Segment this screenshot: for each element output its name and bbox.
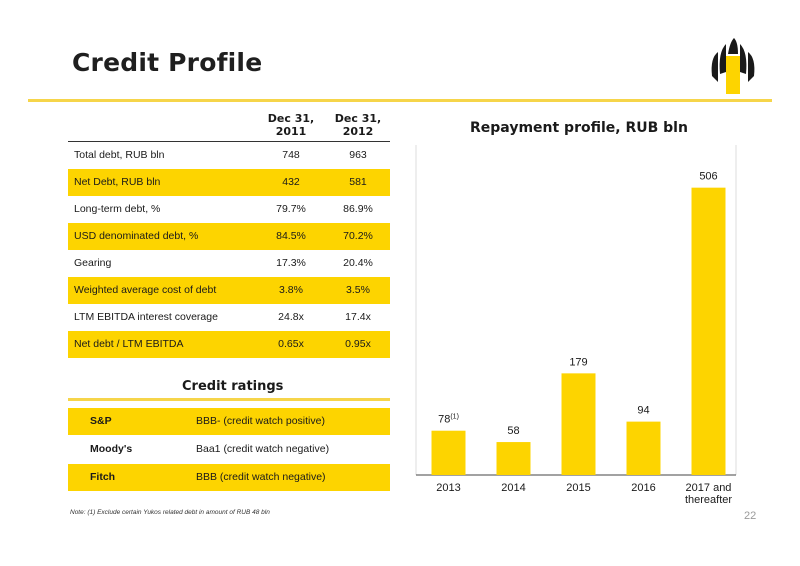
- chart-title: Repayment profile, RUB bln: [470, 120, 688, 136]
- ratings-divider: [68, 398, 390, 401]
- data-label: 94: [637, 405, 649, 417]
- x-tick-label: 2014: [501, 482, 525, 494]
- value-2011: 24.8x: [278, 311, 304, 323]
- row-label: Net Debt, RUB bln: [74, 176, 161, 188]
- table-row: Gearing 17.3% 20.4%: [68, 250, 390, 277]
- ratings-title: Credit ratings: [182, 379, 284, 394]
- x-tick-line: 2016: [631, 482, 655, 494]
- table-row: Total debt, RUB bln 748 963: [68, 142, 390, 169]
- value-2012: 20.4%: [343, 257, 373, 269]
- x-tick-label: 2016: [631, 482, 655, 494]
- value-2012: 17.4x: [345, 311, 371, 323]
- row-label: USD denominated debt, %: [74, 230, 199, 242]
- value-2011: 17.3%: [276, 257, 306, 269]
- rating-value: BBB (credit watch negative): [196, 471, 326, 483]
- company-logo: [711, 38, 755, 94]
- table-row: Weighted average cost of debt 3.8% 3.5%: [68, 277, 390, 304]
- page-title: Credit Profile: [72, 48, 263, 77]
- table-row: Net debt / LTM EBITDA 0.65x 0.95x: [68, 331, 390, 358]
- value-2012: 3.5%: [346, 284, 370, 296]
- row-label: LTM EBITDA interest coverage: [74, 311, 218, 323]
- rating-value: BBB- (credit watch positive): [196, 415, 325, 427]
- value-2011: 3.8%: [279, 284, 303, 296]
- x-tick-line: thereafter: [685, 494, 732, 506]
- data-label: 179: [569, 356, 587, 368]
- page-number: 22: [744, 510, 757, 522]
- x-tick-line: 2013: [436, 482, 460, 494]
- data-label: 58: [507, 425, 519, 437]
- bar-2015: [561, 373, 596, 475]
- agency-name: S&P: [90, 415, 112, 427]
- x-tick-label: 2015: [566, 482, 590, 494]
- rating-row: Moody's Baa1 (credit watch negative): [68, 436, 390, 463]
- row-label: Total debt, RUB bln: [74, 149, 165, 161]
- table-row: LTM EBITDA interest coverage 24.8x 17.4x: [68, 304, 390, 331]
- table-row: Long-term debt, % 79.7% 86.9%: [68, 196, 390, 223]
- row-label: Long-term debt, %: [74, 203, 161, 215]
- x-tick-label: 2013: [436, 482, 460, 494]
- footnote: Note: (1) Exclude certain Yukos related …: [70, 509, 270, 516]
- table-header-divider: [68, 141, 390, 142]
- value-2012: 86.9%: [343, 203, 373, 215]
- rating-row: S&P BBB- (credit watch positive): [68, 408, 390, 435]
- value-2011: 79.7%: [276, 203, 306, 215]
- x-tick-label: 2017 and thereafter: [685, 482, 732, 506]
- value-2011: 432: [282, 176, 300, 188]
- row-label: Gearing: [74, 257, 112, 269]
- rating-value: Baa1 (credit watch negative): [196, 443, 330, 455]
- agency-name: Moody's: [90, 443, 133, 455]
- value-2012: 70.2%: [343, 230, 373, 242]
- bar-2017 and: [691, 187, 726, 475]
- x-tick-line: 2014: [501, 482, 525, 494]
- row-label: Weighted average cost of debt: [74, 284, 217, 296]
- column-header-2012: Dec 31, 2012: [334, 112, 382, 138]
- value-2011: 748: [282, 149, 300, 161]
- value-2012: 0.95x: [345, 338, 371, 350]
- value-2011: 84.5%: [276, 230, 306, 242]
- value-2012: 581: [349, 176, 367, 188]
- bar-2013: [431, 430, 466, 475]
- table-row: Net Debt, RUB bln 432 581: [68, 169, 390, 196]
- rating-row: Fitch BBB (credit watch negative): [68, 464, 390, 491]
- column-header-2011: Dec 31, 2011: [267, 112, 315, 138]
- repayment-chart: 78(1) 2013 58 2014 179 2015 94 2016 506 2017 and t…: [415, 145, 737, 506]
- table-row: USD denominated debt, % 84.5% 70.2%: [68, 223, 390, 250]
- bar-2014: [496, 442, 531, 475]
- bar-2016: [626, 421, 661, 475]
- title-divider: [28, 99, 772, 102]
- row-label: Net debt / LTM EBITDA: [74, 338, 184, 350]
- value-2011: 0.65x: [278, 338, 304, 350]
- data-label: 78(1): [438, 414, 459, 426]
- x-tick-line: 2015: [566, 482, 590, 494]
- x-tick-line: 2017 and: [686, 482, 732, 494]
- agency-name: Fitch: [90, 471, 116, 483]
- data-label: 506: [699, 171, 717, 183]
- footnote-marker: (1): [450, 414, 459, 421]
- value-2012: 963: [349, 149, 367, 161]
